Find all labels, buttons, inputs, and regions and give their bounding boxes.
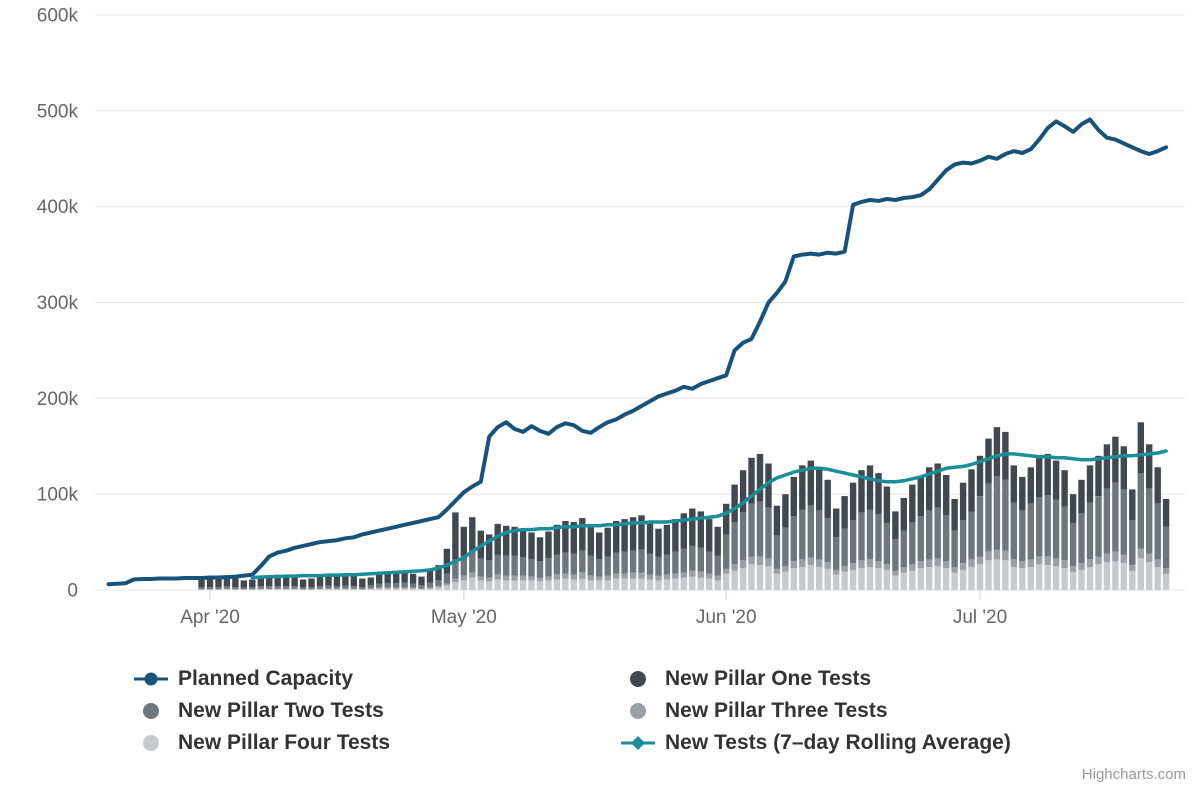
legend-item-planned-capacity[interactable]: Planned Capacity xyxy=(133,666,620,691)
highcharts-credit[interactable]: Highcharts.com xyxy=(1081,766,1186,783)
x-axis-label: Apr '20 xyxy=(180,607,240,628)
legend-label: New Pillar Two Tests xyxy=(178,699,384,723)
y-gridlines xyxy=(95,14,1185,591)
legend-item-new-pillar-three-tests[interactable]: New Pillar Three Tests xyxy=(620,698,1011,723)
x-axis-label: Jul '20 xyxy=(953,607,1007,628)
bars-new-pillar-two-tests xyxy=(198,473,1170,589)
circle-legend-marker-icon xyxy=(143,734,159,751)
circle-legend-marker-icon xyxy=(630,702,646,719)
bars-new-pillar-four-tests xyxy=(198,558,1170,591)
y-axis-label: 200k xyxy=(37,389,79,410)
y-axis-label: 500k xyxy=(37,101,79,122)
y-axis-label: 0 xyxy=(67,581,78,602)
legend-item-new-pillar-four-tests[interactable]: New Pillar Four Tests xyxy=(133,730,620,755)
x-axis-label: May '20 xyxy=(431,607,497,628)
y-axis-label: 100k xyxy=(37,485,79,506)
circle-legend-marker-icon xyxy=(630,670,646,687)
line-dot-legend-marker-icon xyxy=(134,672,168,686)
legend-item-new-pillar-two-tests[interactable]: New Pillar Two Tests xyxy=(133,698,620,723)
y-axis-label: 400k xyxy=(37,197,79,218)
legend-item-new-tests-7-day-rolling-average[interactable]: New Tests (7–day Rolling Average) xyxy=(620,730,1011,755)
y-axis-label: 300k xyxy=(37,293,79,314)
series-line-new-tests-7-day-rolling-average- xyxy=(250,449,1168,580)
x-axis-labels: Apr '20 May '20 Jun '20 Jul '20 xyxy=(180,607,1007,628)
x-axis-label: Jun '20 xyxy=(696,607,757,628)
legend: Planned Capacity New Pillar One Tests New … xyxy=(133,666,1011,756)
plot-area: 0 100k 200k 300k 400k 500k 600k Apr '20 May '20 J… xyxy=(37,6,1185,628)
line-diamond-legend-marker-icon xyxy=(621,735,655,750)
bars-new-pillar-one-tests xyxy=(198,422,1170,588)
y-axis-label: 600k xyxy=(37,6,79,27)
bars-new-pillar-three-tests xyxy=(198,548,1170,590)
legend-label: New Pillar Four Tests xyxy=(178,731,390,755)
legend-label: Planned Capacity xyxy=(178,667,354,690)
legend-label: New Tests (7–day Rolling Average) xyxy=(665,731,1011,755)
legend-label: New Pillar Three Tests xyxy=(665,699,888,723)
y-axis-labels: 0 100k 200k 300k 400k 500k 600k xyxy=(37,6,79,602)
legend-item-new-pillar-one-tests[interactable]: New Pillar One Tests xyxy=(620,666,1011,691)
legend-label: New Pillar One Tests xyxy=(665,667,872,690)
x-axis-ticks xyxy=(209,590,981,600)
circle-legend-marker-icon xyxy=(143,702,159,719)
series-line-planned-capacity xyxy=(106,117,1169,587)
